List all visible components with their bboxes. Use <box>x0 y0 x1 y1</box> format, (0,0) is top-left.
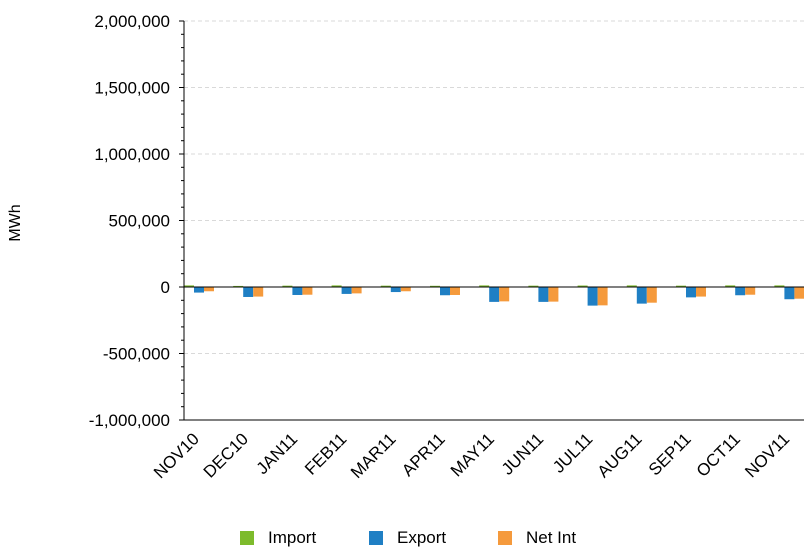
gridlines <box>184 20 804 354</box>
bar-net-int <box>351 287 362 294</box>
bar-net-int <box>400 287 411 292</box>
bar-net-int <box>696 287 706 297</box>
y-tick-label: 1,000,000 <box>94 145 170 164</box>
bar-export <box>341 287 352 294</box>
x-tick-label: DEC10 <box>200 429 252 481</box>
bar-export <box>784 287 795 300</box>
x-tick-label: SEP11 <box>645 429 695 479</box>
bar-import <box>725 285 736 287</box>
x-tick-label: AUG11 <box>594 429 646 481</box>
y-axis-title: MWh <box>7 204 24 241</box>
bar-import <box>282 285 293 288</box>
x-tick-label: JUN11 <box>498 429 547 478</box>
bar-import <box>380 285 391 288</box>
bar-import <box>528 285 539 288</box>
bar-export <box>243 287 254 297</box>
bar-net-int <box>597 287 608 306</box>
bar-import <box>184 285 194 287</box>
bar-import <box>626 285 637 287</box>
legend: Import Export Net Int <box>0 524 804 552</box>
bar-export <box>194 287 204 293</box>
bar-export <box>636 287 647 304</box>
bar-net-int <box>548 287 559 302</box>
bar-net-int <box>745 287 756 295</box>
y-tick-label: -1,000,000 <box>89 411 170 430</box>
bar-net-int <box>646 287 657 303</box>
bar-import <box>774 285 785 287</box>
bar-import <box>331 285 342 287</box>
x-tick-label: NOV11 <box>741 429 793 481</box>
legend-label-import: Import <box>268 528 317 547</box>
x-tick-label: MAR11 <box>347 429 400 482</box>
bar-net-int <box>204 287 214 292</box>
bars <box>184 285 804 306</box>
bar-export <box>390 287 401 293</box>
bar-import <box>479 285 490 287</box>
x-tick-label: MAY11 <box>447 429 498 480</box>
bar-net-int <box>794 287 804 299</box>
y-tick-label: 500,000 <box>109 212 170 231</box>
legend-item-net-int: Net Int <box>498 528 576 548</box>
x-tick-label: NOV10 <box>150 429 203 482</box>
bar-import <box>577 285 588 288</box>
y-tick-label: 0 <box>161 278 170 297</box>
axes <box>179 20 804 421</box>
bar-net-int <box>253 287 264 297</box>
legend-item-export: Export <box>369 528 446 548</box>
bar-net-int <box>450 287 460 295</box>
bar-import <box>676 285 686 288</box>
x-tick-label: JUL11 <box>549 429 596 476</box>
legend-swatch-import <box>240 531 254 545</box>
bar-export <box>440 287 450 296</box>
x-tick-label: JAN11 <box>253 429 302 478</box>
x-tick-label: FEB11 <box>301 429 350 478</box>
bar-export <box>735 287 746 296</box>
x-tick-label: OCT11 <box>693 429 744 480</box>
bar-net-int <box>302 287 313 295</box>
legend-swatch-net-int <box>498 531 512 545</box>
legend-label-net-int: Net Int <box>526 528 577 547</box>
legend-item-import: Import <box>240 528 316 548</box>
y-tick-label: 2,000,000 <box>94 12 170 31</box>
bar-export <box>292 287 303 295</box>
legend-swatch-export <box>369 531 383 545</box>
legend-label-export: Export <box>397 528 447 547</box>
x-tick-label: APR11 <box>398 429 449 480</box>
y-tick-labels: -1,000,000 -500,000 0 500,000 1,000,000 1,500… <box>89 12 170 430</box>
y-tick-label: 1,500,000 <box>94 79 170 98</box>
bar-export <box>538 287 549 302</box>
bar-export <box>489 287 500 302</box>
bar-export <box>587 287 598 306</box>
y-tick-label: -500,000 <box>103 345 170 364</box>
bar-export <box>686 287 696 298</box>
bar-net-int <box>499 287 510 302</box>
